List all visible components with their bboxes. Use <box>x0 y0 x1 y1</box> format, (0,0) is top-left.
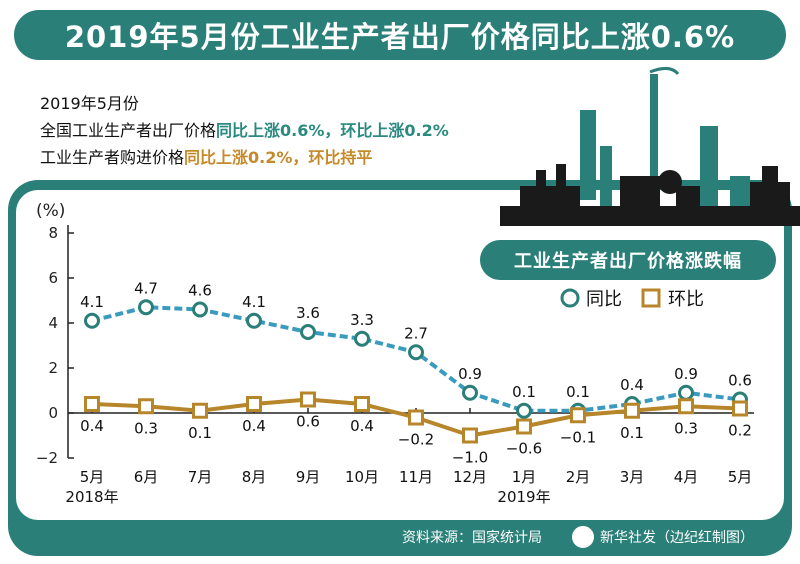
yoy-point <box>138 299 154 316</box>
year-label-2018: 2018年 <box>65 488 118 506</box>
year-label-2019: 2019年 <box>497 488 550 506</box>
x-tick-label: 9月 <box>296 468 321 486</box>
y-tick-label: 6 <box>48 269 58 287</box>
mom-point <box>462 427 478 444</box>
summary-input-price: 工业生产者购进价格同比上涨0.2%，环比持平 <box>40 144 449 171</box>
x-tick-label: 5月 <box>728 468 753 486</box>
yoy-data-label: 4.7 <box>134 279 158 297</box>
mom-data-label: −0.2 <box>398 431 434 449</box>
mom-data-label: −0.1 <box>560 428 596 446</box>
yoy-point <box>84 312 100 329</box>
mom-data-label: 0.2 <box>728 422 752 440</box>
y-tick-label: 8 <box>48 224 58 242</box>
x-tick-label: 11月 <box>399 468 433 486</box>
yoy-data-label: 0.1 <box>512 383 536 401</box>
yoy-point <box>408 344 424 361</box>
mom-point <box>516 418 532 435</box>
summary-input-prefix: 工业生产者购进价格 <box>40 148 185 167</box>
summary-output-prefix: 全国工业生产者出厂价格 <box>40 121 217 140</box>
yoy-data-label: 3.6 <box>296 304 320 322</box>
x-tick-label: 6月 <box>134 468 159 486</box>
yoy-point <box>300 324 316 340</box>
mom-point <box>624 402 640 419</box>
mom-point <box>84 396 100 412</box>
x-tick-label: 12月 <box>453 468 487 486</box>
yoy-data-label: 4.1 <box>242 293 266 311</box>
x-tick-label: 3月 <box>620 468 645 486</box>
mom-point <box>570 407 586 424</box>
mom-point <box>138 398 154 415</box>
x-tick-label: 5月 <box>80 468 105 486</box>
yoy-point <box>462 384 478 401</box>
legend-mom-label: 环比 <box>668 289 704 310</box>
yoy-data-label: 2.7 <box>404 324 428 342</box>
mom-data-label: −0.6 <box>506 440 542 458</box>
mom-data-label: 0.4 <box>242 417 266 435</box>
yoy-point <box>192 301 208 318</box>
mom-point <box>732 400 748 417</box>
mom-point <box>678 398 694 415</box>
y-tick-label: 4 <box>48 314 58 332</box>
mom-data-label: 0.1 <box>188 424 212 442</box>
yoy-data-label: 0.9 <box>458 365 482 383</box>
mom-point <box>192 402 208 419</box>
x-tick-label: 2月 <box>566 468 591 486</box>
yoy-point <box>678 384 694 401</box>
x-tick-label: 4月 <box>674 468 699 486</box>
y-axis-label: (%) <box>36 201 65 221</box>
yoy-data-label: 3.3 <box>350 311 374 329</box>
x-tick-label: 7月 <box>188 468 213 486</box>
yoy-data-label: 4.6 <box>188 282 212 300</box>
mom-data-label: 0.4 <box>350 417 374 435</box>
summary-input-highlight: 同比上涨0.2%，环比持平 <box>184 148 373 167</box>
credit-note: 新华社发（边纪红制图） <box>600 530 754 546</box>
x-tick-label: 8月 <box>242 468 267 486</box>
summary-output-price: 全国工业生产者出厂价格同比上涨0.6%，环比上涨0.2% <box>40 117 449 144</box>
y-tick-label: −2 <box>36 449 58 467</box>
summary-block: 2019年5月份 全国工业生产者出厂价格同比上涨0.6%，环比上涨0.2% 工业… <box>40 90 449 171</box>
yoy-data-label: 0.9 <box>674 365 698 383</box>
mom-point <box>246 396 262 412</box>
summary-date: 2019年5月份 <box>40 94 139 113</box>
yoy-point <box>354 330 370 347</box>
x-tick-label: 1月 <box>512 468 537 486</box>
legend-yoy-label: 同比 <box>586 289 622 310</box>
xinhua-logo <box>572 526 594 548</box>
mom-point <box>408 409 424 426</box>
legend-mom-marker <box>641 288 661 308</box>
yoy-data-label: 0.4 <box>620 376 644 394</box>
mom-data-label: 0.4 <box>80 417 104 435</box>
yoy-data-label: 0.1 <box>566 383 590 401</box>
page-title: 2019年5月份工业生产者出厂价格同比上涨0.6% <box>14 10 786 60</box>
mom-data-label: 0.6 <box>296 413 320 431</box>
x-tick-label: 10月 <box>345 468 379 486</box>
yoy-data-label: 0.6 <box>728 372 752 390</box>
summary-output-highlight: 同比上涨0.6%，环比上涨0.2% <box>216 121 449 140</box>
mom-data-label: 0.3 <box>134 419 158 437</box>
y-tick-label: 2 <box>48 359 58 377</box>
chart-subtitle: 工业生产者出厂价格涨跌幅 <box>480 240 776 280</box>
factory-illustration <box>500 67 800 226</box>
mom-data-label: 0.1 <box>620 424 644 442</box>
yoy-data-label: 4.1 <box>80 293 104 311</box>
source-note: 资料来源：国家统计局 <box>402 530 542 546</box>
legend-yoy-marker <box>560 288 580 308</box>
yoy-point <box>516 402 532 419</box>
mom-data-label: 0.3 <box>674 419 698 437</box>
y-tick-label: 0 <box>48 404 58 422</box>
mom-data-label: −1.0 <box>452 449 488 467</box>
mom-point <box>300 391 316 408</box>
mom-point <box>354 396 370 412</box>
yoy-point <box>246 312 262 329</box>
